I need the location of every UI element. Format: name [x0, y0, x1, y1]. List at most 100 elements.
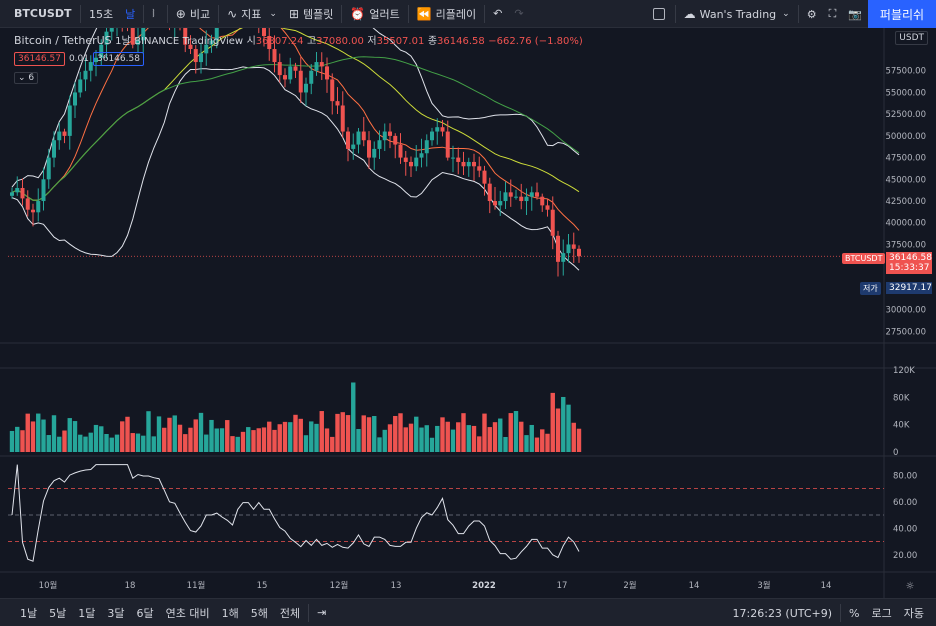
range-button-2[interactable]: 1달	[78, 606, 96, 620]
candle-body	[498, 201, 503, 206]
candle-body	[288, 66, 293, 80]
volume-bar	[571, 422, 576, 452]
layout-checkbox[interactable]	[652, 8, 665, 20]
range-button-6[interactable]: 1해	[221, 606, 239, 620]
candle-body	[482, 170, 487, 184]
volume-bar	[104, 433, 109, 452]
layout-menu-button[interactable]: ☁ Wan's Trading ⌄	[678, 0, 796, 28]
volume-bar	[513, 411, 519, 452]
candle-body	[529, 192, 534, 197]
undo-button[interactable]: ↶	[487, 0, 508, 28]
volume-bar	[471, 425, 477, 452]
price-chart[interactable]: 57500.00 55000.00 52500.00 50000.00 47500.00…	[0, 28, 936, 598]
indicators-button[interactable]: ∿ 지표 ⌄	[221, 0, 283, 28]
range-button-8[interactable]: 전체	[279, 606, 301, 620]
volume-bar	[408, 423, 414, 452]
volume-bar	[156, 416, 162, 452]
candle-body	[10, 192, 14, 196]
toolbar-divider	[308, 603, 310, 622]
volume-bar	[503, 436, 508, 452]
candle-body	[487, 183, 492, 202]
volume-bar	[545, 433, 550, 452]
volume-bar	[550, 392, 555, 452]
candle-body	[382, 131, 387, 141]
candle-body	[430, 131, 434, 141]
volume-bar	[382, 429, 387, 452]
clock-button[interactable]: 17:26:23 (UTC+9)	[732, 606, 833, 620]
symbol-search-button[interactable]: BTCUSDT	[14, 7, 72, 20]
volume-bar	[209, 419, 214, 452]
settings-button[interactable]: ⚙	[801, 0, 823, 28]
indicators-icon: ∿	[227, 6, 238, 21]
volume-bar	[240, 431, 246, 452]
templates-label: 템플릿	[303, 7, 334, 21]
currency-label: USDT	[899, 33, 924, 43]
candle-body	[508, 192, 513, 197]
last-price: 36146.58	[889, 253, 932, 263]
ma-long-line	[11, 56, 580, 201]
open-value: 36807.24	[255, 36, 304, 47]
volume-bar	[277, 424, 282, 452]
chart-legend: Bitcoin / TetherUS 1날 BINANCE TradingVie…	[14, 32, 583, 47]
templates-button[interactable]: ⊞ 템플릿	[283, 0, 339, 28]
range-button-5[interactable]: 연초 대비	[165, 606, 210, 620]
candle-body	[319, 62, 324, 67]
range-button-0[interactable]: 1날	[20, 606, 38, 620]
candle-body	[456, 157, 461, 162]
candle-body	[130, 28, 135, 45]
range-button-1[interactable]: 5날	[49, 606, 67, 620]
toolbar-divider	[797, 5, 799, 23]
replay-button[interactable]: ⏪ 리플레이	[411, 0, 482, 28]
range-button-4[interactable]: 6달	[136, 606, 154, 620]
candle-body	[283, 75, 287, 80]
indicator-toggle-button[interactable]: ⌄ 6	[14, 72, 39, 84]
screenshot-button[interactable]: 📷	[842, 0, 868, 28]
candle-body	[277, 62, 282, 76]
range-button-3[interactable]: 3달	[107, 606, 125, 620]
time-tick-label: 2022	[472, 581, 496, 591]
interval-15s-button[interactable]: 15초	[89, 7, 114, 21]
volume-bar	[387, 424, 393, 452]
auto-scale-button[interactable]: 자동	[903, 607, 924, 620]
log-scale-button[interactable]: 로그	[871, 607, 892, 620]
candle-body	[214, 28, 219, 41]
volume-bar	[319, 411, 324, 452]
candle-body	[262, 28, 266, 36]
candle-body	[440, 127, 445, 132]
publish-button[interactable]: 퍼블리쉬	[868, 0, 936, 28]
volume-bar	[356, 429, 361, 452]
candle-body	[356, 131, 361, 145]
candle-body	[31, 209, 35, 213]
volume-tick-label: 0	[893, 448, 898, 458]
candle-body	[367, 140, 371, 158]
redo-button[interactable]: ↷	[508, 0, 529, 28]
volume-bar	[230, 436, 235, 452]
volume-bar	[498, 418, 503, 452]
ask-button[interactable]: 36146.58	[93, 52, 144, 66]
spread-value: 0.01	[68, 54, 89, 64]
volume-bar	[183, 434, 188, 452]
candle-body	[325, 66, 329, 80]
date-range-button[interactable]: ⇥	[311, 606, 332, 619]
volume-bar	[519, 421, 524, 452]
bid-button[interactable]: 36146.57	[14, 52, 65, 66]
rsi-tick-label: 40.00	[893, 524, 917, 534]
volume-bar	[555, 408, 561, 452]
volume-bar	[162, 427, 167, 452]
interval-day-button[interactable]: 날	[125, 7, 136, 21]
candle-body	[46, 157, 51, 180]
volume-bar	[340, 412, 345, 452]
range-button-7[interactable]: 5해	[250, 606, 268, 620]
fullscreen-button[interactable]: ⛶	[823, 0, 843, 28]
currency-button[interactable]: USDT	[895, 31, 928, 45]
compare-button[interactable]: ⊕ 비교	[170, 0, 216, 28]
volume-bar	[135, 433, 141, 452]
volume-tick-label: 40K	[893, 421, 910, 431]
candle-body	[550, 209, 555, 236]
volume-bar	[57, 436, 62, 452]
candle-body	[62, 131, 67, 136]
volume-bar	[576, 428, 582, 452]
percent-scale-button[interactable]: %	[849, 606, 860, 620]
alert-button[interactable]: ⏰ 얼러트	[344, 0, 405, 28]
chart-type-button[interactable]: ⧘	[146, 0, 165, 28]
